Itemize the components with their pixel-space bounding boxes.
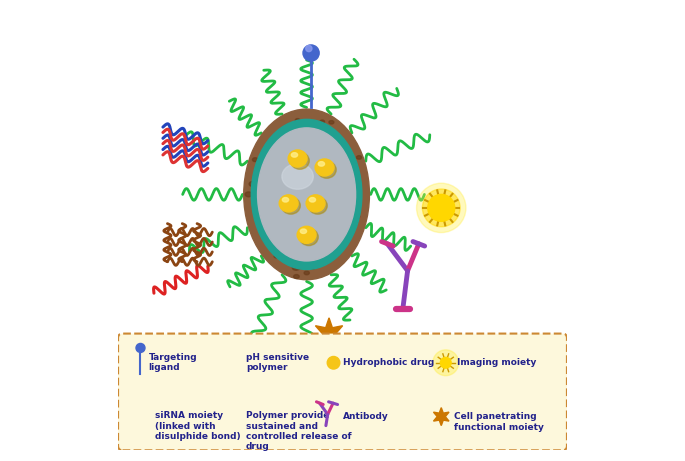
Circle shape [423, 189, 460, 227]
Circle shape [428, 195, 455, 221]
Ellipse shape [329, 120, 334, 124]
Text: siRNA moiety
(linked with
disulphide bond): siRNA moiety (linked with disulphide bon… [155, 411, 240, 441]
Text: Polymer provide
sustained and
controlled release of
drug: Polymer provide sustained and controlled… [246, 411, 351, 451]
Ellipse shape [317, 161, 336, 178]
Ellipse shape [304, 271, 310, 275]
Ellipse shape [244, 109, 369, 280]
Ellipse shape [299, 229, 319, 246]
Ellipse shape [249, 182, 256, 187]
Ellipse shape [282, 197, 300, 214]
Ellipse shape [349, 221, 356, 225]
Circle shape [433, 350, 459, 376]
Circle shape [416, 183, 466, 233]
Ellipse shape [288, 150, 307, 167]
Ellipse shape [282, 164, 313, 189]
Text: Hydrophobic drug: Hydrophobic drug [343, 358, 435, 367]
Ellipse shape [347, 230, 353, 234]
Polygon shape [434, 408, 449, 426]
Circle shape [303, 45, 319, 61]
Ellipse shape [349, 231, 353, 235]
Ellipse shape [315, 159, 334, 176]
Ellipse shape [320, 120, 325, 124]
FancyBboxPatch shape [118, 334, 567, 450]
Ellipse shape [300, 229, 307, 233]
Text: Imaging moiety: Imaging moiety [457, 358, 536, 367]
Ellipse shape [295, 118, 300, 122]
Text: pH sensitive
polymer: pH sensitive polymer [246, 353, 309, 372]
Ellipse shape [290, 152, 310, 169]
Ellipse shape [310, 198, 316, 202]
Ellipse shape [253, 194, 258, 196]
Circle shape [136, 343, 145, 352]
Text: Cell panetrating
functional moiety: Cell panetrating functional moiety [454, 412, 544, 431]
Ellipse shape [274, 254, 279, 258]
Ellipse shape [306, 195, 325, 212]
Ellipse shape [267, 146, 271, 149]
Ellipse shape [291, 153, 297, 157]
Ellipse shape [251, 119, 362, 270]
Ellipse shape [308, 197, 327, 214]
Ellipse shape [279, 195, 298, 212]
Text: Antibody: Antibody [342, 412, 388, 421]
Ellipse shape [282, 198, 288, 202]
Ellipse shape [356, 156, 362, 159]
Ellipse shape [297, 226, 316, 243]
Circle shape [306, 45, 312, 52]
Polygon shape [315, 318, 342, 349]
Ellipse shape [294, 275, 299, 278]
Circle shape [440, 357, 451, 368]
Ellipse shape [354, 214, 360, 219]
Ellipse shape [252, 158, 258, 162]
Ellipse shape [292, 265, 300, 270]
Ellipse shape [245, 192, 252, 197]
Text: Targeting
ligand: Targeting ligand [149, 353, 197, 372]
Ellipse shape [310, 265, 316, 269]
Ellipse shape [319, 162, 325, 166]
Ellipse shape [327, 356, 340, 369]
Ellipse shape [258, 128, 356, 261]
